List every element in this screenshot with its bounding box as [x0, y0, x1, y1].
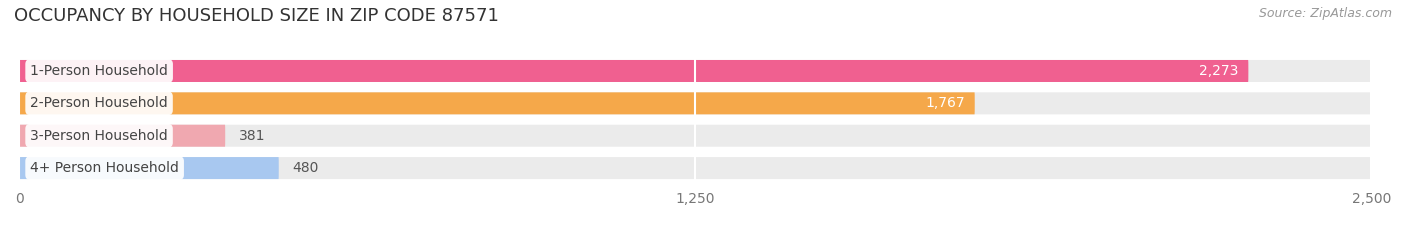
FancyBboxPatch shape	[20, 60, 1249, 82]
FancyBboxPatch shape	[20, 92, 974, 114]
Text: 2-Person Household: 2-Person Household	[30, 96, 167, 110]
FancyBboxPatch shape	[20, 125, 225, 147]
FancyBboxPatch shape	[20, 60, 1371, 82]
FancyBboxPatch shape	[20, 125, 1371, 147]
FancyBboxPatch shape	[20, 157, 278, 179]
Text: Source: ZipAtlas.com: Source: ZipAtlas.com	[1258, 7, 1392, 20]
Text: 1-Person Household: 1-Person Household	[30, 64, 169, 78]
Text: OCCUPANCY BY HOUSEHOLD SIZE IN ZIP CODE 87571: OCCUPANCY BY HOUSEHOLD SIZE IN ZIP CODE …	[14, 7, 499, 25]
Text: 480: 480	[292, 161, 319, 175]
Text: 381: 381	[239, 129, 266, 143]
Text: 2,273: 2,273	[1199, 64, 1239, 78]
FancyBboxPatch shape	[20, 92, 1371, 114]
FancyBboxPatch shape	[20, 157, 1371, 179]
Text: 1,767: 1,767	[925, 96, 965, 110]
Text: 4+ Person Household: 4+ Person Household	[30, 161, 179, 175]
Text: 3-Person Household: 3-Person Household	[30, 129, 167, 143]
